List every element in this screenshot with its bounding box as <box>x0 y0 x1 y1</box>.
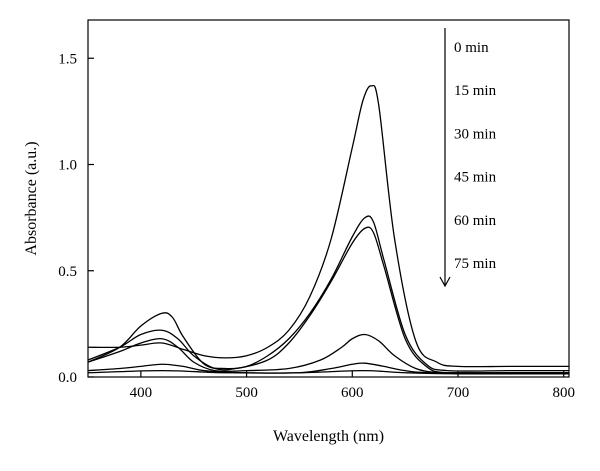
y-tick-label: 1.5 <box>58 51 77 67</box>
legend-label-0min: 0 min <box>454 40 489 56</box>
x-tick-label: 800 <box>552 385 575 401</box>
x-axis-ticks: 400 500 600 700 800 <box>130 371 575 401</box>
y-axis-ticks: 0.0 0.5 1.0 1.5 <box>58 51 94 386</box>
x-tick-label: 500 <box>235 385 258 401</box>
series-line-0min <box>87 84 569 368</box>
time-legend: 0 min 15 min 30 min 45 min 60 min 75 min <box>439 28 497 288</box>
x-tick-label: 600 <box>341 385 364 401</box>
x-axis-title: Wavelength (nm) <box>273 428 384 445</box>
y-axis-title: Absorbance (a.u.) <box>23 141 40 255</box>
legend-label-75min: 75 min <box>454 256 497 272</box>
x-tick-label: 700 <box>447 385 470 401</box>
series-line-30min <box>87 226 569 374</box>
y-tick-label: 0.0 <box>58 370 77 386</box>
arrow-down-icon <box>439 276 451 288</box>
y-tick-label: 0.5 <box>58 264 77 280</box>
series-lines <box>87 84 570 375</box>
legend-label-60min: 60 min <box>454 213 497 229</box>
legend-label-15min: 15 min <box>454 83 497 99</box>
series-line-45min <box>87 333 569 374</box>
legend-label-45min: 45 min <box>454 170 497 186</box>
plot-frame <box>87 19 570 378</box>
legend-label-30min: 30 min <box>454 126 497 142</box>
y-tick-label: 1.0 <box>58 158 77 174</box>
x-tick-label: 400 <box>130 385 153 401</box>
series-line-15min <box>87 215 569 372</box>
